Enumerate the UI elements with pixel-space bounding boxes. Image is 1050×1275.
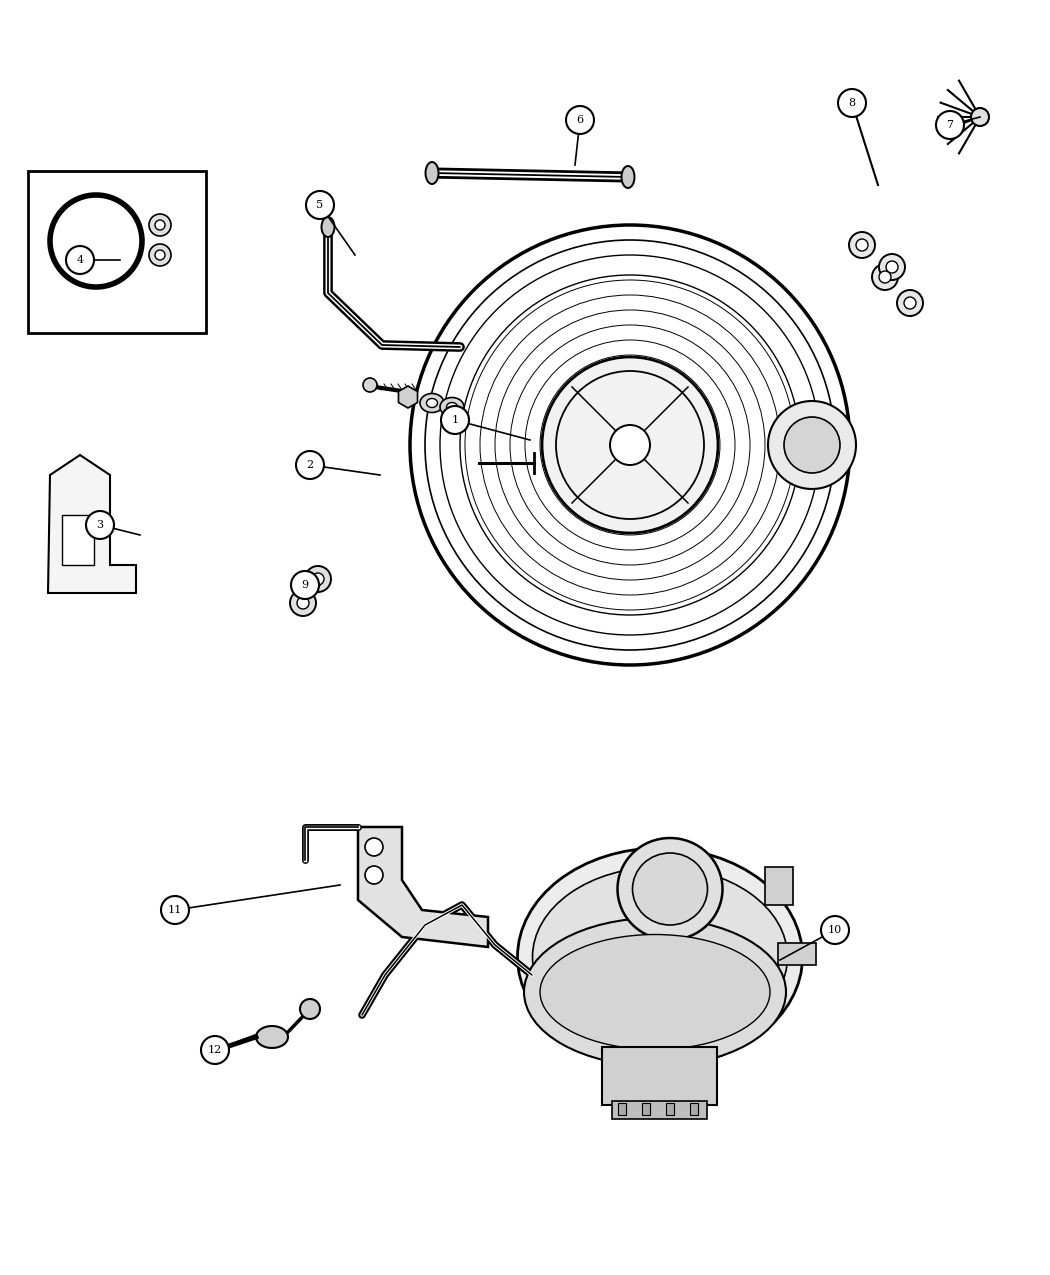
Circle shape [872, 264, 898, 289]
Ellipse shape [446, 403, 458, 412]
Bar [690, 1103, 698, 1116]
Circle shape [849, 232, 875, 258]
Circle shape [290, 590, 316, 616]
Circle shape [936, 111, 964, 139]
Ellipse shape [768, 402, 856, 490]
Circle shape [365, 866, 383, 884]
Ellipse shape [617, 838, 722, 940]
Circle shape [784, 417, 840, 473]
Circle shape [66, 246, 94, 274]
Circle shape [312, 572, 324, 585]
Circle shape [155, 221, 165, 230]
Circle shape [879, 272, 891, 283]
Ellipse shape [426, 399, 438, 408]
Text: 11: 11 [168, 905, 182, 915]
Circle shape [441, 405, 469, 434]
Text: 6: 6 [576, 115, 584, 125]
Text: 9: 9 [301, 580, 309, 590]
Circle shape [542, 357, 718, 533]
Circle shape [363, 377, 377, 391]
Circle shape [149, 244, 171, 266]
Text: 7: 7 [946, 120, 953, 130]
Bar [612, 1102, 707, 1119]
Polygon shape [48, 455, 136, 593]
Circle shape [155, 250, 165, 260]
Bar [618, 1103, 626, 1116]
Circle shape [566, 106, 594, 134]
Circle shape [297, 597, 309, 609]
Ellipse shape [321, 217, 335, 237]
Circle shape [161, 896, 189, 924]
Ellipse shape [532, 867, 788, 1047]
Polygon shape [62, 515, 94, 565]
Text: 5: 5 [316, 200, 323, 210]
Circle shape [300, 1000, 320, 1019]
Circle shape [821, 915, 849, 944]
Bar [28, 171, 206, 333]
Circle shape [291, 571, 319, 599]
Ellipse shape [425, 162, 439, 184]
Text: 12: 12 [208, 1046, 223, 1054]
Text: 8: 8 [848, 98, 856, 108]
Circle shape [904, 297, 916, 309]
Circle shape [365, 838, 383, 856]
Bar [765, 867, 793, 905]
Bar [642, 1103, 650, 1116]
Ellipse shape [540, 935, 770, 1049]
Circle shape [879, 254, 905, 280]
Bar [602, 1047, 717, 1105]
Circle shape [856, 238, 868, 251]
Circle shape [971, 108, 989, 126]
Text: 4: 4 [77, 255, 84, 265]
Text: 10: 10 [827, 924, 842, 935]
Circle shape [201, 1037, 229, 1065]
Circle shape [897, 289, 923, 316]
Bar [666, 1103, 674, 1116]
Ellipse shape [524, 918, 786, 1066]
Circle shape [610, 425, 650, 465]
Ellipse shape [420, 394, 444, 413]
Text: 1: 1 [452, 414, 459, 425]
Ellipse shape [440, 398, 464, 417]
Text: 3: 3 [97, 520, 104, 530]
Circle shape [149, 214, 171, 236]
Circle shape [296, 451, 324, 479]
Ellipse shape [518, 848, 802, 1066]
Bar [778, 944, 816, 965]
Ellipse shape [256, 1026, 288, 1048]
Ellipse shape [632, 853, 708, 924]
Text: 2: 2 [307, 460, 314, 470]
Polygon shape [358, 827, 488, 947]
Circle shape [304, 566, 331, 592]
Ellipse shape [622, 166, 634, 187]
Circle shape [838, 89, 866, 117]
Circle shape [886, 261, 898, 273]
Circle shape [86, 511, 114, 539]
Circle shape [306, 191, 334, 219]
